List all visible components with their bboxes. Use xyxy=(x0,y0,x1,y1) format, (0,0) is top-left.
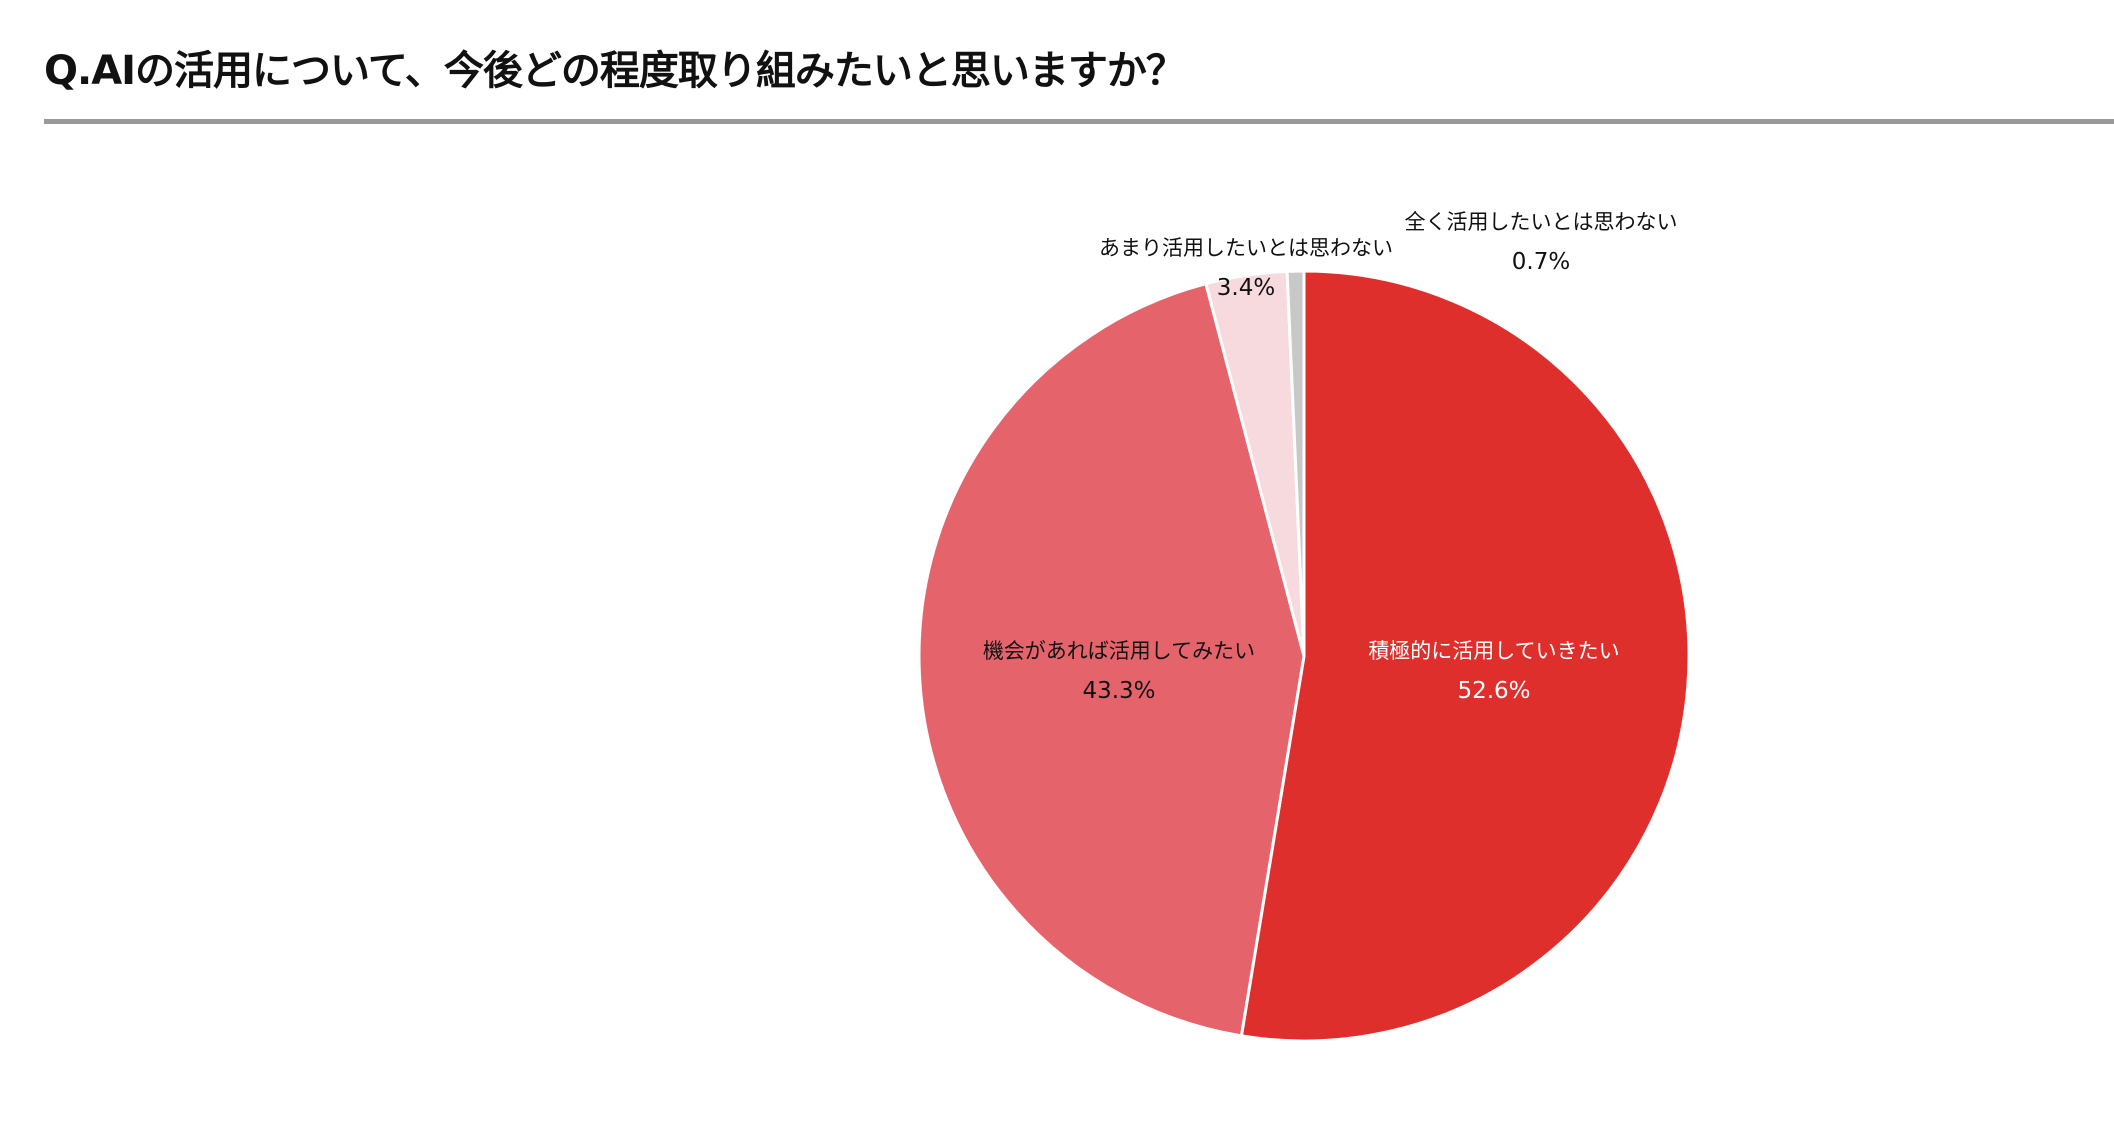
pie-slice xyxy=(1285,269,1306,657)
slice-value-label: 3.4% xyxy=(1217,275,1275,301)
title-divider xyxy=(44,119,2114,124)
slice-label: 機会があれば活用してみたい xyxy=(983,639,1255,663)
chart-title: Q.AIの活用について、今後どの程度取り組みたいと思いますか？ xyxy=(44,48,1186,94)
slice-value-label: 43.3% xyxy=(1082,678,1155,704)
slice-label: あまり活用したいとは思わない xyxy=(1099,236,1393,260)
pie-slice xyxy=(917,281,1306,1038)
slice-value-label: 0.7% xyxy=(1512,249,1570,275)
slice-label: 全く活用したいとは思わない xyxy=(1405,210,1678,234)
slice-label: 積極的に活用していきたい xyxy=(1368,639,1619,663)
pie-slice xyxy=(1239,269,1691,1043)
slice-value-label: 52.6% xyxy=(1457,678,1530,704)
